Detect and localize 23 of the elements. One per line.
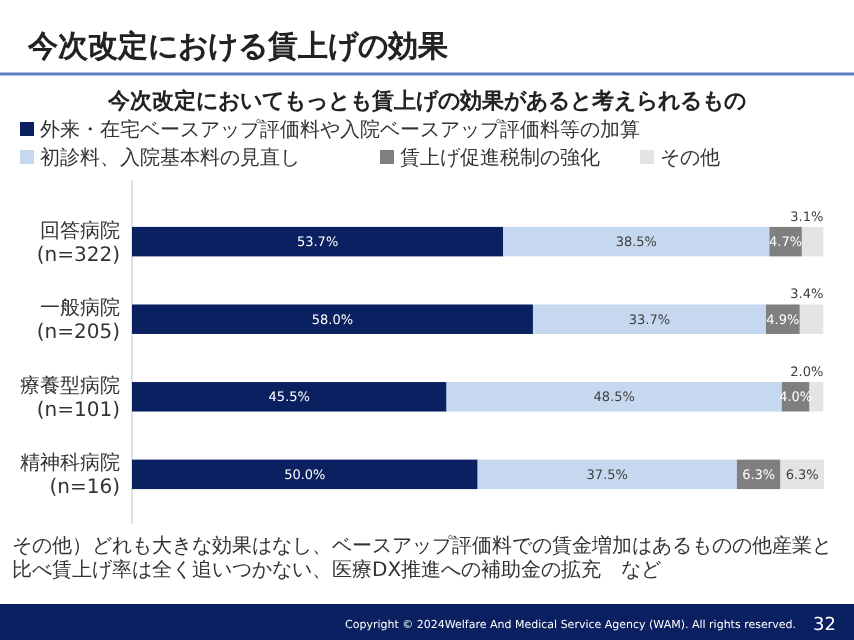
y-tick-label: 回答病院 (n=322) [36,218,121,267]
bar [503,226,770,257]
bar [799,304,824,334]
bar [132,382,447,412]
bar [801,226,824,257]
chart-title: 今次改定における賃上げの効果 [26,28,450,64]
legend-label: その他 [660,146,720,170]
legend-label: 賃上げ促進税制の強化 [400,146,600,170]
legend-label: 初診料、入院基本料の見直し [40,146,300,170]
y-tick-label: 一般病院 (n=205) [36,296,121,345]
bar [809,382,824,412]
y-tick-label: 療養型病院 (n=101) [20,373,121,422]
chart-subtitle: 今次改定においてもっとも賃上げの効果があると考えられるもの [106,88,746,114]
y-tick-label: 精神科病院 (n=16) [20,451,121,500]
bar [132,459,478,490]
bar [477,459,737,490]
legend-label: 外来・在宅ベースアップ評価料や入院ベースアップ評価料等の加算 [40,118,640,142]
text: その他）どれも大きな効果はなし、ベースアップ評価料での賃金増加はあるものの他産業と比べ賃上げ率は全く追いつかない、医療DX推進への補助金の拡充 など [12,534,832,582]
bar [132,226,504,257]
text: 32 [813,616,836,636]
bar [532,304,766,334]
bar [446,382,782,412]
bar [132,304,533,334]
